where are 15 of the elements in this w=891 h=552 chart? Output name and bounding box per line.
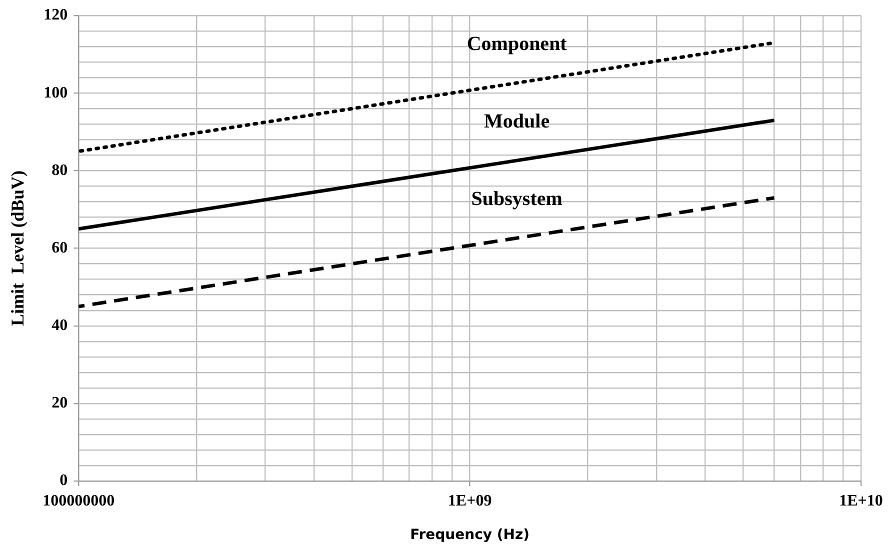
y-axis-title: Limit Level (dBuV) bbox=[7, 170, 28, 326]
y-tick-label: 0 bbox=[60, 472, 68, 490]
y-tick-label: 40 bbox=[52, 317, 68, 334]
x-tick-label: 100000000 bbox=[42, 492, 115, 510]
y-tick-label: 80 bbox=[52, 162, 68, 179]
y-tick-label: 60 bbox=[52, 239, 68, 256]
x-axis-title: Frequency (Hz) bbox=[410, 527, 530, 544]
y-tick-label: 20 bbox=[52, 394, 68, 412]
series-label: Subsystem bbox=[471, 188, 563, 210]
y-tick-label: 120 bbox=[44, 6, 68, 24]
series-label: Component bbox=[466, 33, 568, 56]
y-tick-label: 100 bbox=[44, 84, 68, 102]
x-tick-label: 1E+09 bbox=[448, 492, 492, 510]
x-tick-label: 1E+10 bbox=[839, 492, 883, 510]
series-label: Module bbox=[484, 110, 550, 133]
